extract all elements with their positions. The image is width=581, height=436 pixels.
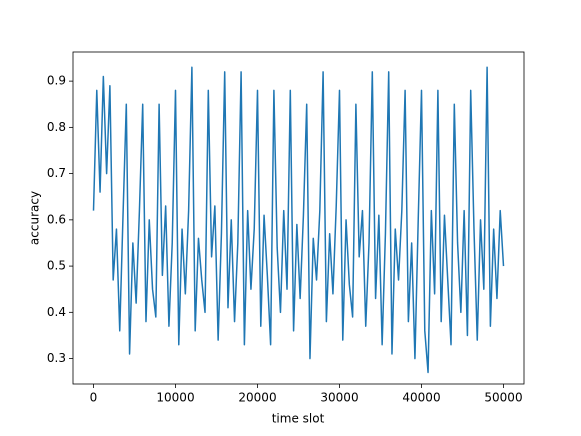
y-tick-label: 0.6 (47, 212, 66, 226)
x-tick-label: 30000 (320, 391, 358, 405)
x-tick-label: 40000 (402, 391, 440, 405)
data-line (92, 66, 505, 374)
y-axis-label: accuracy (28, 191, 42, 245)
plot-frame (72, 51, 525, 385)
y-tick-label: 0.5 (47, 259, 66, 273)
y-tick-label: 0.9 (47, 74, 66, 88)
y-tick-label: 0.4 (47, 305, 66, 319)
y-tick-label: 0.8 (47, 120, 66, 134)
y-tick-label: 0.7 (47, 166, 66, 180)
x-axis-label: time slot (272, 412, 325, 426)
x-tick-label: 50000 (484, 391, 522, 405)
x-tick-label: 10000 (156, 391, 194, 405)
x-tick-label: 20000 (238, 391, 276, 405)
y-tick-label: 0.3 (47, 351, 66, 365)
x-tick-label: 0 (90, 391, 98, 405)
